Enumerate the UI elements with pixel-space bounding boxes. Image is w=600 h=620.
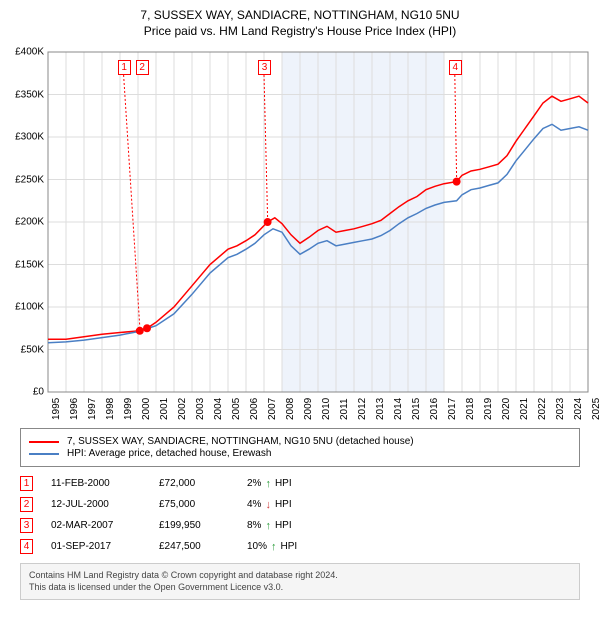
x-tick-label: 2001 <box>159 398 170 420</box>
x-tick-label: 2021 <box>519 398 530 420</box>
x-tick-label: 2020 <box>501 398 512 420</box>
x-tick-label: 1995 <box>51 398 62 420</box>
x-tick-label: 2022 <box>537 398 548 420</box>
sales-price: £75,000 <box>159 499 229 510</box>
y-tick-label: £100K <box>15 302 44 313</box>
x-tick-label: 2006 <box>249 398 260 420</box>
sales-row: 2 12-JUL-2000 £75,000 4%↓HPI <box>20 494 580 515</box>
y-tick-label: £350K <box>15 89 44 100</box>
x-tick-label: 2013 <box>375 398 386 420</box>
x-tick-label: 2025 <box>591 398 600 420</box>
sales-diff: 2%↑HPI <box>247 478 292 490</box>
arrow-up-icon: ↑ <box>265 520 271 532</box>
sales-row: 4 01-SEP-2017 £247,500 10%↑HPI <box>20 536 580 557</box>
legend-item: HPI: Average price, detached house, Erew… <box>29 448 571 459</box>
arrow-up-icon: ↑ <box>271 541 277 553</box>
x-tick-label: 2016 <box>429 398 440 420</box>
legend-swatch <box>29 453 59 455</box>
x-tick-label: 2004 <box>213 398 224 420</box>
legend-swatch <box>29 441 59 443</box>
x-tick-label: 1999 <box>123 398 134 420</box>
x-tick-label: 2012 <box>357 398 368 420</box>
title-address: 7, SUSSEX WAY, SANDIACRE, NOTTINGHAM, NG… <box>0 8 600 22</box>
x-tick-label: 2023 <box>555 398 566 420</box>
sales-date: 11-FEB-2000 <box>51 478 141 489</box>
x-tick-label: 1998 <box>105 398 116 420</box>
title-subtitle: Price paid vs. HM Land Registry's House … <box>0 24 600 38</box>
y-axis-labels: £0 £50K £100K £150K £200K £250K £300K £350K £400… <box>0 42 48 422</box>
x-tick-label: 2017 <box>447 398 458 420</box>
x-tick-label: 2011 <box>339 398 350 420</box>
x-tick-label: 2010 <box>321 398 332 420</box>
footer-line2: This data is licensed under the Open Gov… <box>29 582 571 594</box>
legend-label: 7, SUSSEX WAY, SANDIACRE, NOTTINGHAM, NG… <box>67 436 414 447</box>
x-tick-label: 2000 <box>141 398 152 420</box>
chart-marker-1: 1 <box>118 60 131 75</box>
chart-area: £0 £50K £100K £150K £200K £250K £300K £350K £400… <box>0 42 600 422</box>
sales-index-badge: 2 <box>20 497 33 512</box>
chart-svg <box>0 42 600 422</box>
x-tick-label: 2003 <box>195 398 206 420</box>
sales-index-badge: 3 <box>20 518 33 533</box>
x-tick-label: 2008 <box>285 398 296 420</box>
x-tick-label: 2014 <box>393 398 404 420</box>
chart-titles: 7, SUSSEX WAY, SANDIACRE, NOTTINGHAM, NG… <box>0 0 600 42</box>
sales-row: 3 02-MAR-2007 £199,950 8%↑HPI <box>20 515 580 536</box>
sales-table: 1 11-FEB-2000 £72,000 2%↑HPI 2 12-JUL-2000 £75… <box>20 473 580 557</box>
x-tick-label: 2005 <box>231 398 242 420</box>
y-tick-label: £0 <box>33 387 44 398</box>
sales-price: £247,500 <box>159 541 229 552</box>
chart-marker-3: 3 <box>258 60 271 75</box>
x-tick-label: 2019 <box>483 398 494 420</box>
sales-date: 01-SEP-2017 <box>51 541 141 552</box>
sales-diff: 10%↑HPI <box>247 541 297 553</box>
legend-label: HPI: Average price, detached house, Erew… <box>67 448 271 459</box>
x-tick-label: 2018 <box>465 398 476 420</box>
x-tick-label: 2007 <box>267 398 278 420</box>
sales-index-badge: 1 <box>20 476 33 491</box>
y-tick-label: £400K <box>15 47 44 58</box>
footer-attribution: Contains HM Land Registry data © Crown c… <box>20 563 580 600</box>
x-tick-label: 2015 <box>411 398 422 420</box>
chart-marker-4: 4 <box>449 60 462 75</box>
sales-row: 1 11-FEB-2000 £72,000 2%↑HPI <box>20 473 580 494</box>
x-axis-labels: 1995 1996 1997 1998 1999 2000 2001 2002 2003 2004… <box>48 398 588 422</box>
y-tick-label: £250K <box>15 174 44 185</box>
sales-diff: 4%↓HPI <box>247 499 292 511</box>
sales-index-badge: 4 <box>20 539 33 554</box>
x-tick-label: 2024 <box>573 398 584 420</box>
sales-diff: 8%↑HPI <box>247 520 292 532</box>
legend: 7, SUSSEX WAY, SANDIACRE, NOTTINGHAM, NG… <box>20 428 580 467</box>
x-tick-label: 1996 <box>69 398 80 420</box>
chart-marker-2: 2 <box>136 60 149 75</box>
legend-item: 7, SUSSEX WAY, SANDIACRE, NOTTINGHAM, NG… <box>29 436 571 447</box>
x-tick-label: 2002 <box>177 398 188 420</box>
y-tick-label: £150K <box>15 259 44 270</box>
sales-price: £72,000 <box>159 478 229 489</box>
arrow-up-icon: ↑ <box>265 478 271 490</box>
x-tick-label: 2009 <box>303 398 314 420</box>
sales-price: £199,950 <box>159 520 229 531</box>
footer-line1: Contains HM Land Registry data © Crown c… <box>29 570 571 582</box>
sales-date: 02-MAR-2007 <box>51 520 141 531</box>
y-tick-label: £50K <box>21 344 44 355</box>
x-tick-label: 1997 <box>87 398 98 420</box>
sales-date: 12-JUL-2000 <box>51 499 141 510</box>
y-tick-label: £300K <box>15 132 44 143</box>
arrow-down-icon: ↓ <box>265 499 271 511</box>
y-tick-label: £200K <box>15 217 44 228</box>
